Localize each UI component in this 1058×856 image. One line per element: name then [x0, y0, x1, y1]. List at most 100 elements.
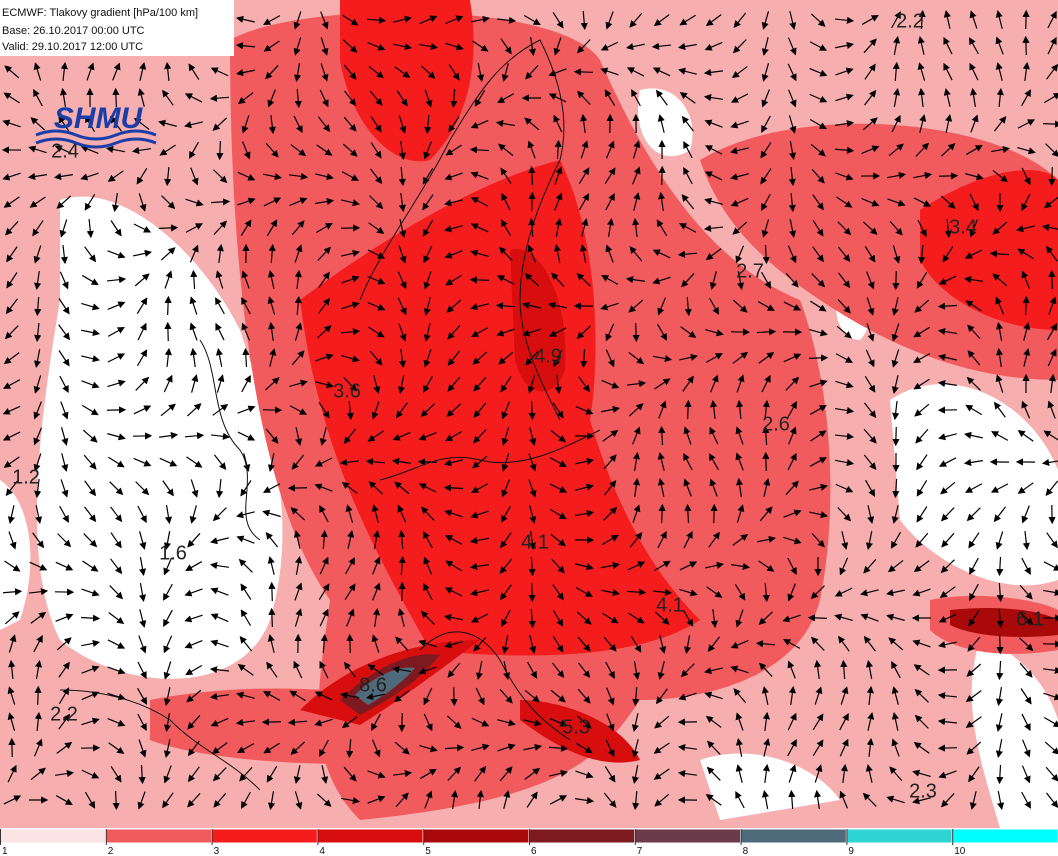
wind-arrow — [653, 560, 671, 572]
wind-arrow — [29, 196, 46, 208]
wind-arrow — [80, 145, 99, 154]
wind-arrow — [575, 509, 595, 518]
wind-arrow — [600, 41, 619, 51]
wind-arrow — [889, 220, 903, 236]
wind-arrow — [367, 301, 386, 311]
wind-arrow — [105, 145, 125, 153]
wind-arrow — [109, 585, 124, 600]
wind-arrow — [422, 194, 434, 211]
wind-arrow — [444, 199, 463, 207]
wind-arrow — [424, 114, 432, 135]
wind-arrow — [369, 195, 384, 210]
wind-arrow — [809, 404, 827, 415]
wind-arrow — [163, 374, 173, 393]
wind-arrow — [703, 94, 723, 102]
wind-arrow — [397, 271, 407, 290]
wind-arrow — [318, 402, 330, 419]
wind-arrow — [710, 503, 718, 524]
wind-arrow — [393, 15, 412, 23]
wind-arrow — [937, 327, 957, 336]
wind-arrow — [969, 583, 979, 601]
wind-arrow — [444, 172, 463, 181]
wind-arrow — [629, 246, 643, 262]
wind-arrow — [110, 558, 123, 575]
wind-arrow — [553, 114, 563, 133]
wind-arrow — [448, 116, 460, 133]
wind-arrow — [788, 89, 797, 108]
wind-arrow — [444, 509, 463, 518]
wind-arrow — [915, 428, 929, 444]
wind-arrow — [320, 529, 328, 550]
wind-arrow — [916, 454, 928, 471]
wind-arrow — [240, 609, 252, 627]
wind-arrow — [863, 635, 876, 652]
wind-arrow — [887, 171, 907, 179]
wind-arrow — [398, 115, 407, 134]
wind-arrow — [398, 193, 406, 213]
wind-arrow — [111, 193, 120, 213]
wind-arrow — [605, 192, 615, 211]
wind-arrow — [1047, 323, 1058, 341]
wind-arrow — [966, 507, 981, 522]
wind-arrow — [33, 427, 43, 446]
wind-arrow — [891, 375, 899, 394]
wind-arrow — [289, 379, 308, 388]
wind-arrow — [575, 563, 594, 571]
wind-arrow — [861, 14, 879, 25]
wind-arrow — [996, 634, 1004, 655]
wind-arrow — [758, 611, 773, 625]
wind-arrow — [83, 454, 97, 470]
wind-arrow — [625, 276, 645, 284]
wind-arrow — [1019, 611, 1034, 625]
wind-arrow — [652, 276, 671, 285]
wind-arrow — [810, 430, 827, 442]
wind-arrow — [369, 90, 383, 106]
wind-arrow — [34, 659, 43, 679]
wind-arrow — [423, 556, 433, 575]
legend-tick-label: 4 — [319, 846, 325, 856]
logo-text: SHMU — [54, 102, 144, 135]
wind-arrow — [266, 219, 278, 237]
wind-arrow — [3, 352, 20, 365]
wind-arrow — [658, 503, 666, 524]
wind-arrow — [809, 483, 828, 491]
wind-arrow — [3, 456, 20, 468]
wind-arrow — [626, 380, 647, 388]
wind-arrow — [762, 399, 770, 420]
wind-arrow — [315, 173, 334, 181]
wind-arrow — [236, 535, 255, 544]
wind-arrow — [679, 223, 697, 233]
wind-arrow — [33, 89, 43, 107]
wind-arrow — [107, 170, 124, 182]
wind-arrow — [785, 272, 799, 288]
wind-arrow — [632, 166, 641, 185]
wind-arrow — [732, 299, 748, 313]
wind-arrow — [445, 535, 463, 545]
wind-arrow — [655, 688, 668, 705]
wind-arrow — [2, 172, 21, 181]
wind-arrow — [184, 93, 203, 103]
wind-arrow — [34, 711, 42, 732]
wind-arrow — [575, 587, 593, 597]
wind-arrow — [341, 355, 360, 363]
wind-arrow — [159, 457, 178, 467]
wind-arrow — [761, 11, 770, 30]
wind-arrow — [755, 640, 776, 648]
wind-arrow — [263, 691, 281, 701]
wind-arrow — [892, 245, 901, 264]
wind-arrow — [190, 479, 199, 498]
wind-arrow — [60, 479, 69, 498]
wind-arrow — [990, 483, 1009, 493]
wind-arrow — [969, 557, 979, 575]
wind-arrow — [295, 427, 303, 446]
wind-arrow — [423, 582, 433, 601]
wind-arrow — [419, 15, 438, 25]
wind-arrow — [319, 504, 329, 523]
wind-arrow — [8, 531, 17, 550]
legend-tick-label: 9 — [848, 846, 854, 856]
wind-arrow — [761, 115, 771, 133]
wind-arrow — [678, 67, 697, 75]
wind-arrow — [80, 614, 101, 622]
wind-arrow — [834, 587, 853, 597]
